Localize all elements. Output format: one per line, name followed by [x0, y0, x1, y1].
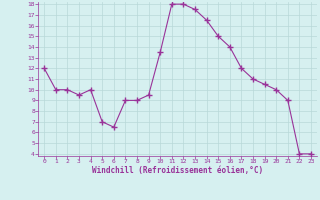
X-axis label: Windchill (Refroidissement éolien,°C): Windchill (Refroidissement éolien,°C) — [92, 166, 263, 175]
